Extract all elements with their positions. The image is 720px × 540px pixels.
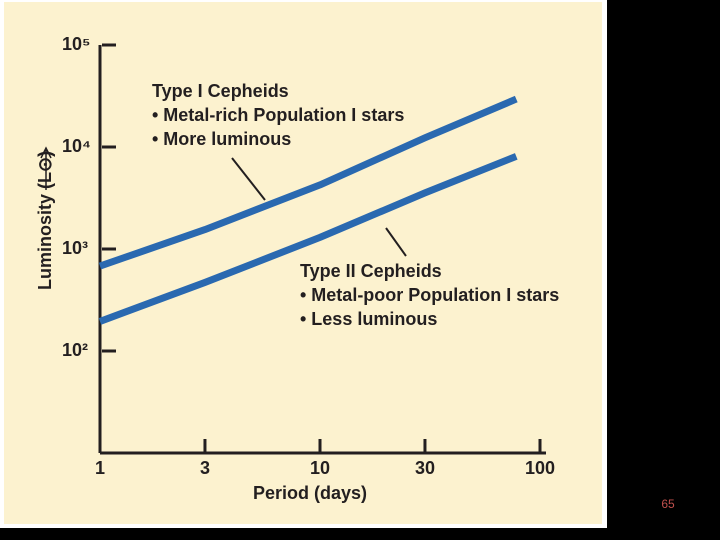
y-axis-arrowhead xyxy=(40,146,52,159)
x-axis-label: Period (days) xyxy=(253,483,367,503)
x-tick-label: 3 xyxy=(200,458,210,478)
series-note: • Metal-poor Population I stars xyxy=(300,285,559,305)
y-tick-label: 10⁴ xyxy=(62,136,91,156)
x-tick-label: 30 xyxy=(415,458,435,478)
y-tick-label: 10⁵ xyxy=(62,34,90,54)
x-tick-label: 10 xyxy=(310,458,330,478)
pointer xyxy=(385,227,407,257)
slide-number: 65 xyxy=(661,497,675,511)
y-tick-label: 10² xyxy=(62,340,88,360)
series-note: • Metal-rich Population I stars xyxy=(152,105,404,125)
series-label: Type II Cepheids xyxy=(300,261,442,281)
pointer xyxy=(231,157,266,201)
x-tick-label: 100 xyxy=(525,458,555,478)
y-axis-label: Luminosity (L⊙) xyxy=(35,151,55,290)
y-tick-label: 10³ xyxy=(62,238,88,258)
series-note: • Less luminous xyxy=(300,309,437,329)
series-note: • More luminous xyxy=(152,129,291,149)
x-tick-label: 1 xyxy=(95,458,105,478)
series-line xyxy=(98,153,518,325)
series-line xyxy=(98,95,518,270)
series-label: Type I Cepheids xyxy=(152,81,289,101)
